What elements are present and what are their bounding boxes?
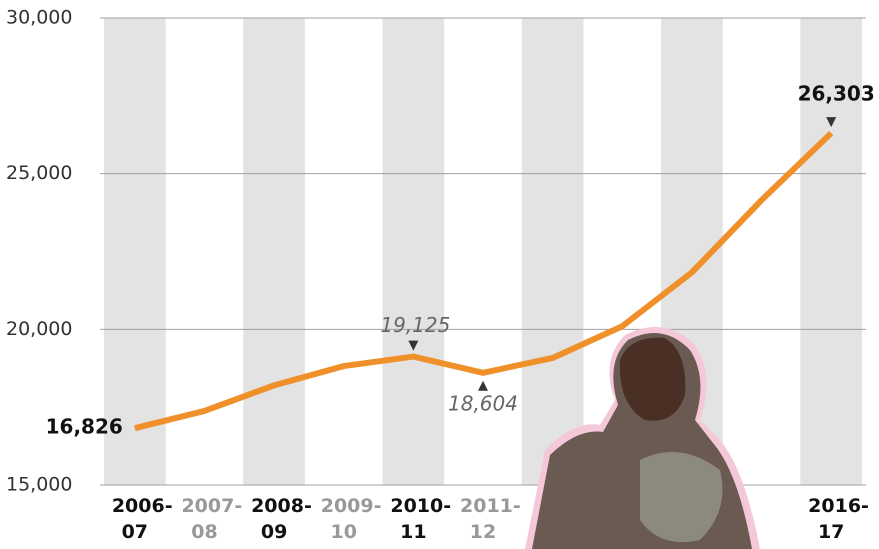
value-label: 18,604 xyxy=(448,391,518,415)
y-tick-label: 25,000 xyxy=(6,162,72,184)
photo-part xyxy=(640,452,723,543)
x-tick-label: 2008-09 xyxy=(251,495,312,543)
x-tick-label: 2007-08 xyxy=(181,495,243,543)
x-tick-label: 2010-11 xyxy=(390,495,452,543)
pointer xyxy=(478,380,488,391)
photo-part xyxy=(619,337,686,421)
value-label: 26,303 xyxy=(798,82,875,106)
x-tick-label: 2011-12 xyxy=(460,495,521,543)
photo xyxy=(525,327,760,549)
band xyxy=(104,18,166,485)
pointer xyxy=(826,117,837,128)
value-label: 16,826 xyxy=(46,415,123,439)
line xyxy=(134,130,834,432)
band xyxy=(521,18,584,485)
y-tick-label: 20,000 xyxy=(6,318,72,340)
band xyxy=(800,18,862,485)
value-label: 19,125 xyxy=(380,313,450,337)
x-tick-label: 2016-17 xyxy=(808,495,869,543)
y-tick-label: 30,000 xyxy=(6,7,72,29)
band xyxy=(243,18,305,485)
pointer xyxy=(408,340,419,351)
y-tick-label: 15,000 xyxy=(6,474,72,496)
x-tick-label: 2009-10 xyxy=(320,495,382,543)
x-tick-label: 2006-07 xyxy=(111,495,173,543)
band xyxy=(382,18,445,485)
